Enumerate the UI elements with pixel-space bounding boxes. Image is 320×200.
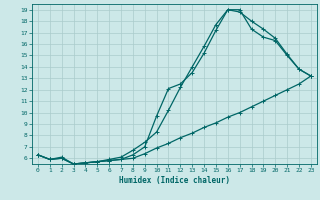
X-axis label: Humidex (Indice chaleur): Humidex (Indice chaleur): [119, 176, 230, 185]
